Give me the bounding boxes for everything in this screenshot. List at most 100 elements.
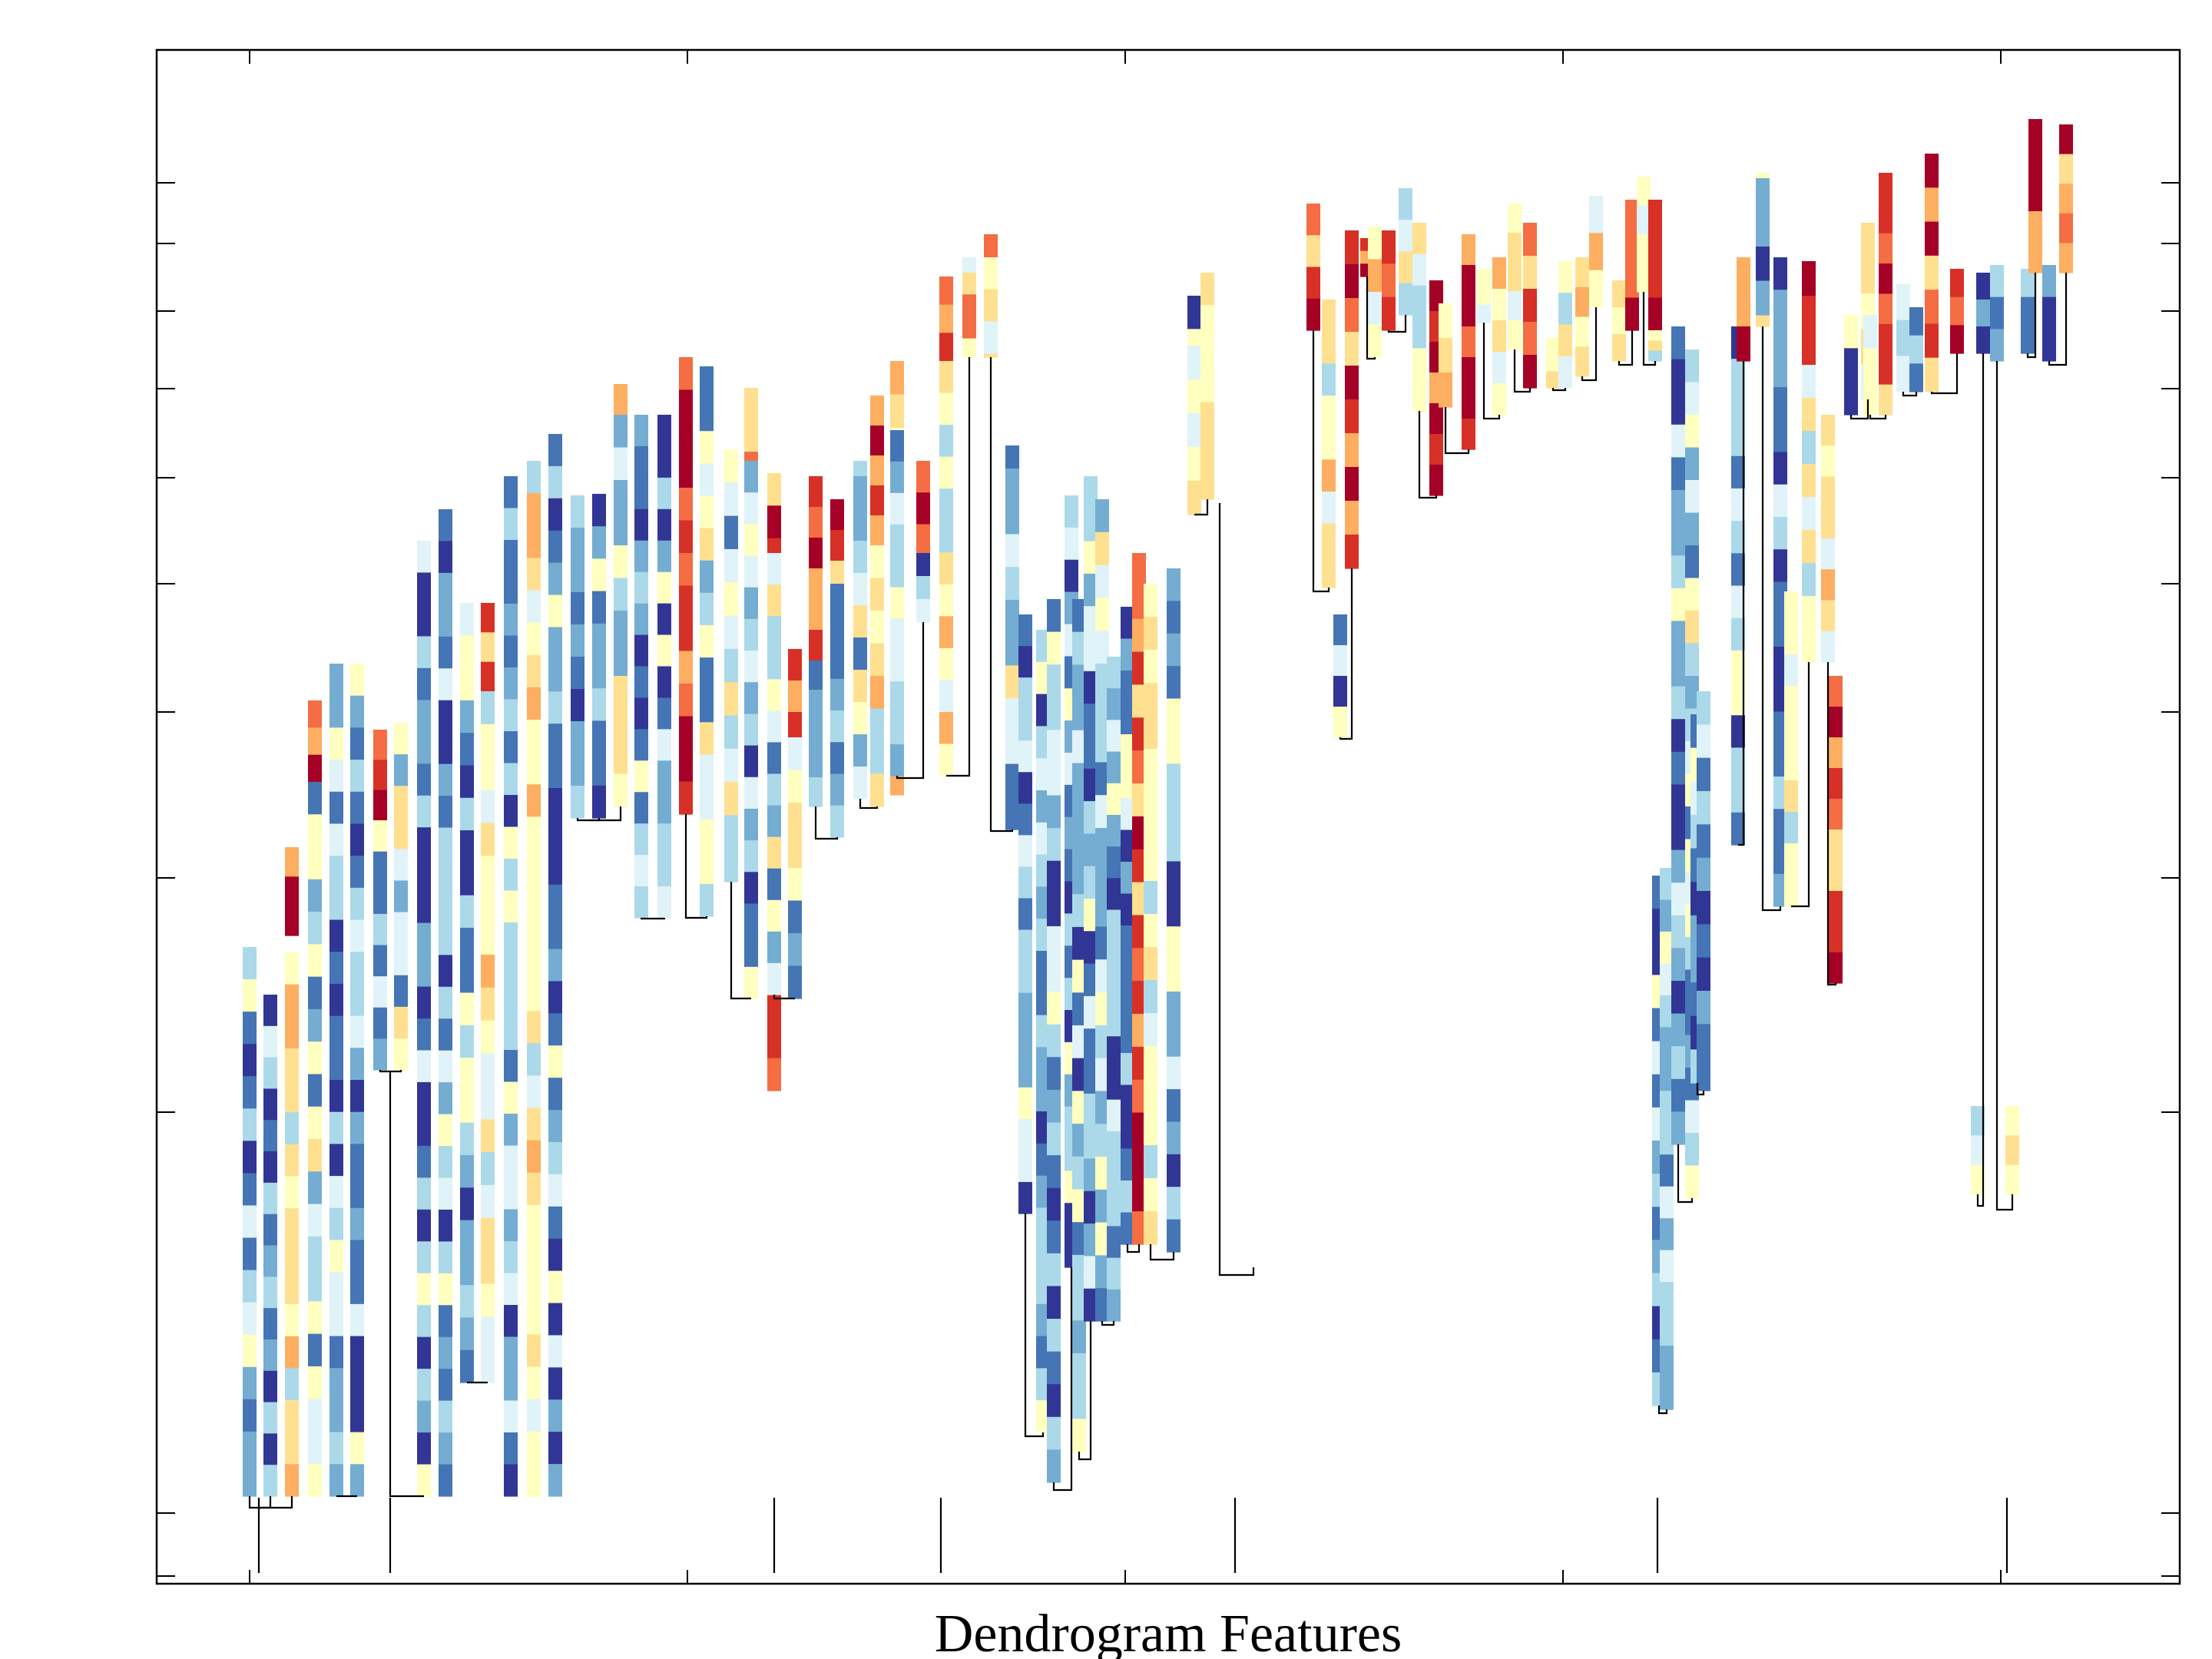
leaf-segment — [1047, 730, 1061, 763]
dendrogram-link — [1418, 411, 1438, 499]
leaf-segment — [657, 634, 671, 667]
leaf-segment — [767, 616, 781, 648]
leaf-segment — [1095, 828, 1109, 862]
leaf-segment — [724, 615, 738, 650]
leaf-segment — [1896, 284, 1910, 321]
leaf-segment — [1575, 286, 1589, 318]
leaf-segment — [1095, 499, 1109, 533]
leaf-segment — [744, 587, 758, 620]
leaf-segment — [417, 700, 431, 733]
dendrogram-link — [1849, 399, 1869, 420]
leaf-segment — [1802, 330, 1816, 366]
leaf-segment — [767, 647, 781, 680]
leaf-segment — [1107, 909, 1121, 942]
leaf-segment — [1829, 922, 1843, 953]
leaf-segment — [1345, 366, 1359, 400]
leaf-segment — [809, 476, 823, 508]
dendrogram-link — [1126, 1244, 1141, 1253]
leaf-segment — [504, 1305, 518, 1338]
leaf-segment — [1005, 698, 1019, 732]
leaf-segment — [767, 1025, 781, 1059]
leaf-segment — [263, 1120, 277, 1152]
leaf-segment — [439, 1114, 452, 1147]
leaf-segment — [1132, 1178, 1146, 1212]
leaf-segment — [329, 791, 343, 825]
leaf-segment — [1523, 289, 1537, 323]
leaf-segment — [744, 872, 758, 905]
leaf-segment — [1065, 495, 1078, 528]
leaf-segment — [890, 555, 904, 588]
leaf-segment — [504, 859, 518, 892]
leaf-segment — [1047, 1220, 1061, 1254]
leaf-segment — [984, 289, 998, 322]
leaf-segment — [939, 333, 953, 362]
leaf-segment — [460, 635, 474, 669]
leaf-segment — [417, 1081, 431, 1114]
leaf-segment — [830, 615, 844, 648]
leaf-segment — [809, 568, 823, 600]
leaf-segment — [2059, 124, 2073, 155]
leaf-segment — [329, 856, 343, 889]
leaf-segment — [1345, 399, 1359, 434]
leaf-segment — [417, 986, 431, 1019]
leaf-segment — [1322, 492, 1336, 525]
leaf-segment — [527, 1108, 541, 1141]
leaf-segment — [1036, 661, 1050, 695]
leaf-segment — [724, 682, 738, 717]
leaf-segment — [830, 805, 844, 838]
leaf-segment — [1829, 799, 1843, 830]
leaf-segment — [460, 700, 474, 733]
leaf-segment — [744, 840, 758, 873]
leaf-segment — [527, 622, 541, 656]
leaf-segment — [1018, 961, 1032, 994]
leaf-segment — [890, 361, 904, 396]
leaf-segment — [853, 670, 867, 703]
leaf-segment — [527, 849, 541, 882]
leaf-segment — [1784, 780, 1798, 813]
leaf-segment — [1047, 1449, 1061, 1483]
leaf-segment — [939, 743, 953, 777]
leaf-segment — [1306, 267, 1320, 300]
dendrogram-link — [1902, 392, 1918, 397]
leaf-segment — [263, 995, 277, 1027]
leaf-segment — [939, 647, 953, 680]
leaf-segment — [1925, 323, 1939, 359]
leaf-segment — [592, 526, 606, 559]
leaf-segment — [1660, 868, 1674, 901]
leaf-segment — [1036, 758, 1050, 791]
leaf-segment — [439, 763, 452, 796]
leaf-segment — [679, 716, 693, 750]
leaf-segment — [263, 1245, 277, 1277]
leaf-segment — [1462, 419, 1475, 450]
leaf-segment — [1731, 455, 1745, 489]
leaf-segment — [417, 667, 431, 700]
leaf-segment — [614, 384, 628, 417]
leaf-segment — [1167, 1121, 1181, 1155]
leaf-segment — [571, 753, 584, 786]
leaf-segment — [1784, 686, 1798, 718]
leaf-segment — [1671, 522, 1685, 556]
leaf-segment — [1861, 258, 1875, 294]
leaf-segment — [1107, 720, 1121, 753]
leaf-segment — [1492, 257, 1506, 290]
leaf-segment — [1345, 501, 1359, 535]
leaf-segment — [962, 316, 976, 339]
leaf-segment — [1685, 1100, 1699, 1134]
leaf-segment — [2059, 154, 2073, 184]
leaf-segment — [1107, 1068, 1121, 1101]
leaf-segment — [1167, 1056, 1181, 1090]
leaf-segment — [1144, 782, 1157, 816]
leaf-segment — [767, 962, 781, 995]
leaf-segment — [1429, 434, 1443, 465]
leaf-segment — [1018, 898, 1032, 931]
leaf-segment — [700, 592, 714, 626]
leaf-segment — [1660, 899, 1674, 932]
leaf-segment — [548, 465, 562, 499]
leaf-segment — [285, 847, 299, 877]
leaf-segment — [460, 1187, 474, 1221]
leaf-segment — [1121, 893, 1134, 926]
leaf-segment — [350, 1368, 364, 1401]
leaf-segment — [939, 680, 953, 713]
leaf-segment — [308, 814, 322, 848]
leaf-segment — [890, 492, 904, 525]
